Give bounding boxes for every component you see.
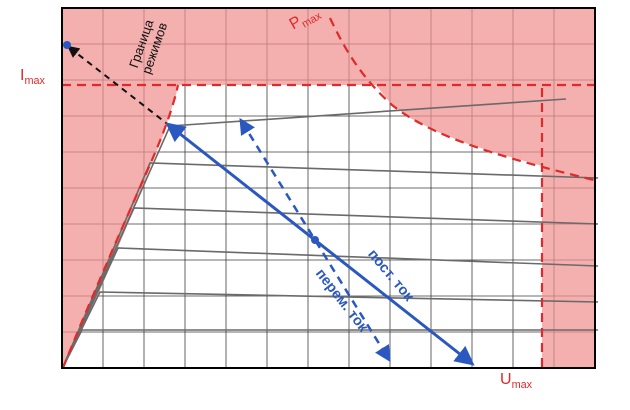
- operating-point-dot: [311, 236, 319, 244]
- forbidden-region: [62, 85, 178, 368]
- umax-label: Umax: [500, 371, 533, 392]
- plot-frame: [61, 7, 596, 369]
- umax-subscript: max: [511, 379, 533, 392]
- imax-subscript: max: [24, 75, 45, 88]
- dc-load-line: [165, 122, 475, 366]
- forbidden-region: [62, 8, 595, 85]
- operating-point-dot: [63, 41, 71, 49]
- umax-symbol: U: [500, 371, 512, 388]
- imax-label: Imax: [20, 67, 45, 88]
- pmax-curve: [329, 17, 599, 183]
- imax-symbol: I: [20, 67, 25, 84]
- output-characteristic-curve: [62, 329, 598, 368]
- saturation-boundary: [61, 84, 180, 369]
- forbidden-region: [376, 85, 595, 368]
